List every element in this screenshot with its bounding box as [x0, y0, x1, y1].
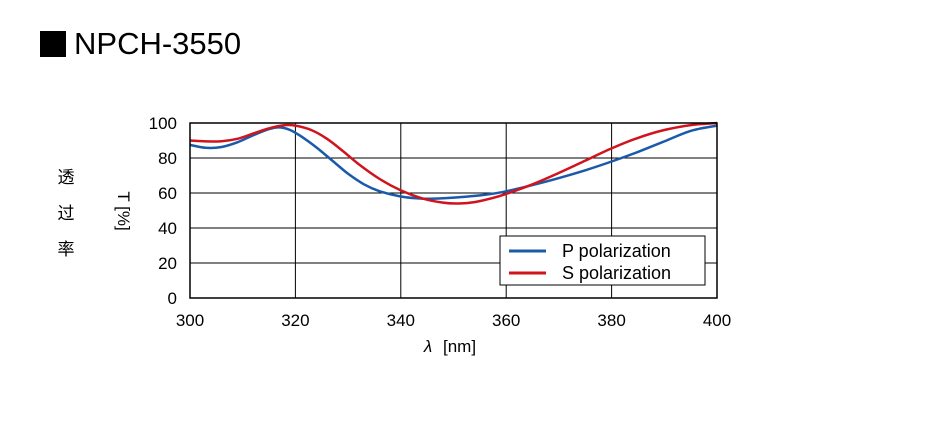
y-tick-label: 60: [158, 184, 177, 203]
x-tick-label: 340: [387, 311, 415, 330]
series-line-p: [189, 124, 718, 200]
chart-title: NPCH-3550: [40, 26, 241, 62]
x-tick-label: 400: [703, 311, 731, 330]
y-tick-labels: 0 20 40 60 80 100: [149, 114, 177, 308]
square-bullet-icon: [40, 31, 66, 57]
legend: P polarization S polarization: [499, 235, 706, 286]
x-tick-label: 360: [492, 311, 520, 330]
x-tick-labels: 300 320 340 360 380 400: [176, 311, 731, 330]
legend-box: [499, 235, 706, 286]
plot-frame: [189, 122, 718, 299]
legend-label-s: S polarization: [562, 263, 671, 283]
y-axis-label-char: 率: [58, 240, 75, 260]
y-axis-label-jp: 透过率: [58, 168, 75, 260]
y-tick-label: 0: [168, 289, 177, 308]
y-tick-label: 20: [158, 254, 177, 273]
legend-label-p: P polarization: [562, 241, 671, 261]
x-tick-label: 380: [597, 311, 625, 330]
x-axis-label-symbol: λ: [423, 337, 432, 356]
x-tick-label: 300: [176, 311, 204, 330]
x-tick-label: 320: [281, 311, 309, 330]
y-tick-label: 80: [158, 149, 177, 168]
y-axis-label-char: 透: [58, 168, 75, 188]
series-lines: [189, 121, 718, 205]
y-tick-label: 100: [149, 114, 177, 133]
x-axis-label-unit: [nm]: [443, 337, 476, 356]
y-axis-label-char: 过: [58, 204, 75, 224]
y-tick-label: 40: [158, 219, 177, 238]
y-axis-label: T [%]: [114, 191, 133, 230]
series-line-s: [189, 121, 718, 205]
chart-title-text: NPCH-3550: [74, 26, 242, 61]
